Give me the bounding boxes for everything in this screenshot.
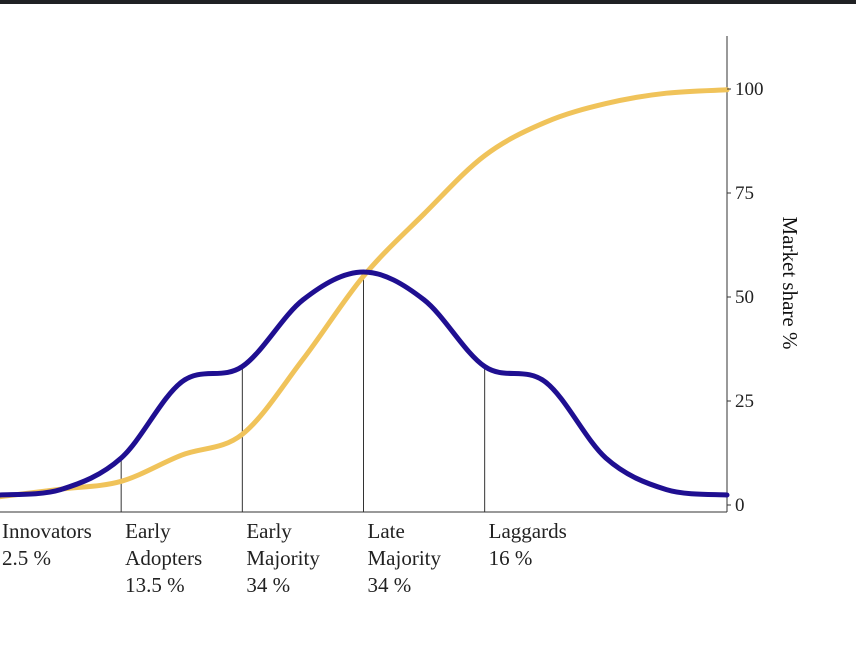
segment-label-line: 16 % [489,546,533,570]
market-share-curve [0,87,730,500]
y-tick-label: 100 [735,79,764,100]
segment-label-line: 2.5 % [2,546,51,570]
curves [0,87,730,500]
y-tick-label: 25 [735,391,754,412]
segment-label-line: Adopters [125,546,202,570]
segment-label: Innovators 2.5 % [2,519,92,570]
segment-label: Laggards 16 % [489,519,567,570]
segment-label: Early Adopters 13.5 % [125,519,202,597]
segment-label-line: Majority [368,546,442,570]
y-tick-label: 75 [735,183,754,204]
segment-label-line: Majority [246,546,320,570]
segment-label-line: 34 % [246,573,290,597]
axes [0,36,728,513]
adoption-curve [0,269,730,498]
segment-label-line: Laggards [489,519,567,543]
segment-label-line: 34 % [368,573,412,597]
segment-separators [120,272,486,512]
segment-label-line: Late [368,519,405,543]
y-tick-label: 50 [735,287,754,308]
segment-label: Early Majority 34 % [246,519,320,597]
segment-label-line: Early [125,519,171,543]
segment-label-line: 13.5 % [125,573,184,597]
segment-label-line: Early [246,519,292,543]
segment-label: Late Majority 34 % [368,519,442,597]
y-axis-title: Market share % [778,217,802,350]
segment-label-line: Innovators [2,519,92,543]
window-top-bar [0,0,856,4]
y-axis-ticks: 0 25 50 75 100 [727,79,764,516]
segment-labels: Innovators 2.5 % Early Adopters 13.5 % Early M… [2,519,567,597]
y-tick-label: 0 [735,495,745,516]
